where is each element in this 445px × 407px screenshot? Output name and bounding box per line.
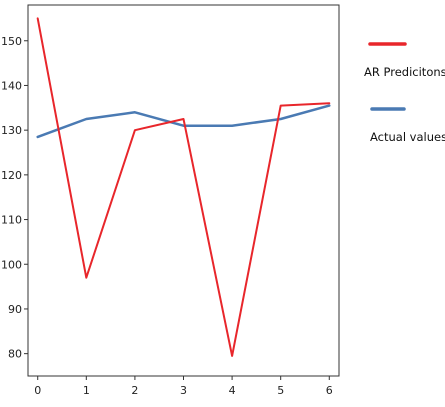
y-tick-label: 100 — [1, 258, 22, 271]
legend-ar-predictions-label: AR Predicitons — [364, 65, 445, 79]
x-tick-label: 1 — [83, 384, 90, 397]
x-axis: 0 1 2 3 4 5 6 — [34, 376, 333, 397]
legend-actual-values-label: Actual values — [370, 130, 445, 144]
y-tick-label: 120 — [1, 169, 22, 182]
ar-predictions-line — [36, 17, 331, 357]
x-tick-label: 4 — [229, 384, 236, 397]
x-tick-label: 5 — [277, 384, 284, 397]
x-tick-label: 0 — [34, 384, 41, 397]
y-axis: 80 90 100 110 120 130 140 150 — [1, 35, 28, 361]
y-tick-label: 80 — [8, 348, 22, 361]
y-tick-label: 140 — [1, 79, 22, 92]
actual-values-line — [36, 104, 331, 139]
y-tick-label: 90 — [8, 303, 22, 316]
series-lines — [36, 17, 331, 357]
y-tick-label: 110 — [1, 214, 22, 227]
y-tick-label: 150 — [1, 35, 22, 48]
x-tick-label: 3 — [180, 384, 187, 397]
legend: AR Predicitons Actual values — [364, 42, 445, 144]
y-tick-label: 130 — [1, 124, 22, 137]
x-tick-label: 6 — [326, 384, 333, 397]
x-tick-label: 2 — [131, 384, 138, 397]
plot-frame — [27, 4, 340, 377]
